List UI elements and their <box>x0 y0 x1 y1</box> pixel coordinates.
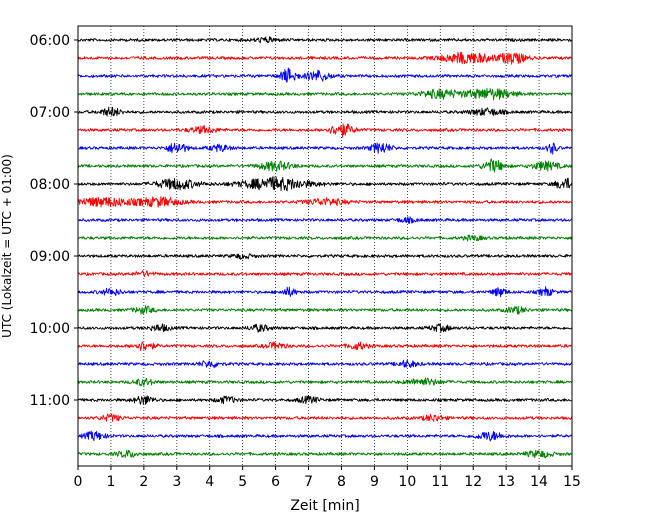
x-axis-title: Zeit [min] <box>290 498 359 514</box>
seismogram-trace <box>77 158 573 173</box>
seismogram-trace <box>77 377 573 387</box>
x-tick-label: 5 <box>238 474 247 490</box>
y-tick-label: 10:00 <box>30 321 70 337</box>
seismogram-trace <box>77 142 573 155</box>
y-axis-ticks: 06:00 07:00 08:00 09:00 10:00 11:00 <box>30 33 78 409</box>
seismogram-trace <box>77 449 573 459</box>
seismogram-trace <box>77 305 573 315</box>
seismogram-trace <box>77 106 573 117</box>
y-tick-label: 06:00 <box>30 33 70 49</box>
seismogram-trace <box>77 196 573 208</box>
seismogram-trace <box>77 270 573 277</box>
x-axis-ticks: 0 1 2 3 4 5 6 7 8 9 10 11 12 13 14 15 <box>74 466 581 490</box>
plot-frame <box>77 25 573 467</box>
x-tick-label: 1 <box>106 474 115 490</box>
seismogram-trace <box>77 176 573 192</box>
x-tick-label: 7 <box>304 474 313 490</box>
x-tick-label: 13 <box>497 474 515 490</box>
y-axis-title: UTC (Lokalzeit = UTC + 01:00) <box>0 154 14 338</box>
seismogram-trace <box>77 286 573 298</box>
seismogram-trace <box>77 359 573 369</box>
x-tick-label: 0 <box>74 474 83 490</box>
x-tick-label: 10 <box>398 474 416 490</box>
seismogram-trace <box>77 395 573 405</box>
seismogram-traces <box>77 36 573 459</box>
seismogram-trace <box>77 234 573 242</box>
seismogram-trace <box>77 51 573 65</box>
x-tick-label: 6 <box>271 474 280 490</box>
x-tick-label: 12 <box>464 474 482 490</box>
x-grid-lines <box>110 26 540 466</box>
x-tick-label: 9 <box>370 474 379 490</box>
x-tick-label: 15 <box>563 474 581 490</box>
y-tick-label: 08:00 <box>30 177 70 193</box>
seismogram-trace <box>77 430 573 442</box>
seismogram-trace <box>77 36 573 44</box>
seismogram-trace <box>77 123 573 138</box>
seismogram-trace <box>77 253 573 260</box>
seismogram-trace <box>77 413 573 422</box>
y-tick-label: 09:00 <box>30 249 70 265</box>
x-tick-label: 3 <box>172 474 181 490</box>
seismogram-trace <box>77 341 573 352</box>
x-tick-label: 11 <box>431 474 449 490</box>
x-tick-label: 4 <box>205 474 214 490</box>
y-tick-label: 11:00 <box>30 393 70 409</box>
x-tick-label: 8 <box>337 474 346 490</box>
x-tick-label: 2 <box>139 474 148 490</box>
seismogram-trace <box>77 216 573 224</box>
seismogram-trace <box>77 323 573 333</box>
seismogram-trace <box>77 67 573 83</box>
seismogram-trace <box>77 87 573 101</box>
x-tick-label: 14 <box>530 474 548 490</box>
y-tick-label: 07:00 <box>30 105 70 121</box>
